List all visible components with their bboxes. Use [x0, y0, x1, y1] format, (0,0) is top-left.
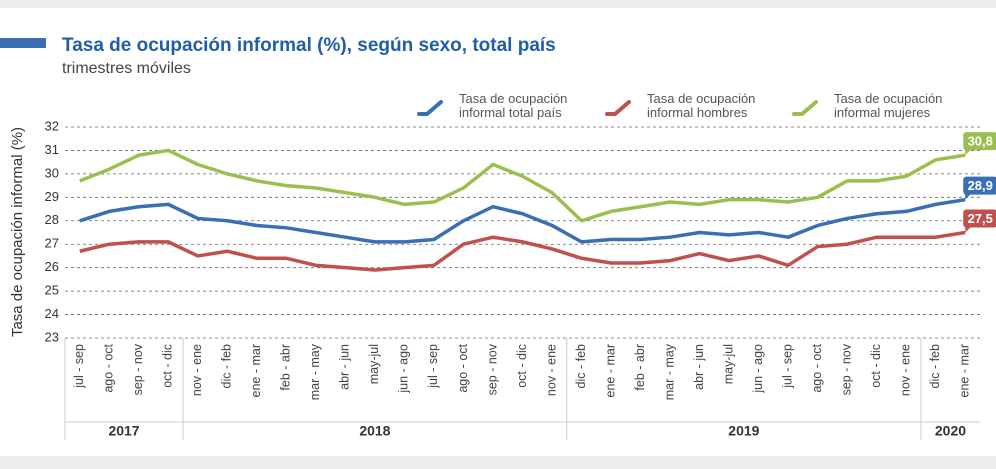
value-label-pointer: [965, 226, 972, 233]
year-label: 2017: [108, 423, 139, 439]
x-tick-label: sep - nov: [485, 343, 499, 395]
y-tick-label: 25: [45, 283, 59, 298]
x-tick-label: jul - sep: [426, 344, 440, 389]
series-line: [79, 148, 966, 223]
legend-icon: [417, 100, 443, 116]
x-tick-label: jul - sep: [72, 344, 86, 389]
value-label: 28,9: [968, 178, 993, 193]
x-tick-label: mar - may: [308, 343, 322, 400]
value-label-box: [963, 132, 996, 151]
legend-label: Tasa de ocupación informal total país: [459, 91, 568, 120]
panel: [0, 8, 996, 456]
legend-item: Tasa de ocupación informal total país: [415, 92, 609, 120]
x-tick-label: ene - mar: [958, 344, 972, 398]
legend-swatch: [792, 100, 818, 116]
x-tick-label: oct - dic: [515, 344, 529, 388]
value-label-box: [963, 176, 996, 195]
x-tick-label: nov - ene: [544, 344, 558, 396]
legend-swatch: [605, 100, 631, 116]
series-line: [79, 197, 966, 244]
x-tick-label: nov - ene: [899, 344, 913, 396]
value-label-pointer: [965, 149, 972, 156]
value-label: 27,5: [968, 211, 993, 226]
year-label: 2019: [728, 423, 759, 439]
x-tick-label: feb - abr: [279, 344, 293, 391]
y-tick-label: 29: [45, 189, 59, 204]
x-tick-label: sep - nov: [839, 343, 853, 395]
x-tick-label: nov - ene: [190, 344, 204, 396]
x-tick-label: dic - feb: [220, 344, 234, 389]
x-tick-label: abr - jun: [338, 344, 352, 390]
chart-title: Tasa de ocupación informal (%), según se…: [62, 35, 556, 56]
x-tick-label: jul - sep: [780, 344, 794, 389]
legend-item: Tasa de ocupación informal mujeres: [790, 92, 984, 120]
legend-swatch: [417, 100, 443, 116]
legend-label: Tasa de ocupación informal hombres: [647, 91, 756, 120]
value-label: 30,8: [968, 134, 993, 149]
y-tick-label: 26: [45, 259, 59, 274]
y-axis-label: Tasa de ocupación informal (%): [9, 127, 26, 337]
x-tick-label: jun - ago: [397, 344, 411, 394]
x-tick-label: ago - oct: [102, 343, 116, 392]
y-tick-label: 24: [45, 306, 59, 321]
x-tick-label: dic - feb: [574, 344, 588, 389]
y-tick-label: 27: [45, 236, 59, 251]
x-tick-label: may-jul: [721, 344, 735, 384]
x-tick-label: oct - dic: [161, 344, 175, 388]
x-tick-label: ene - mar: [603, 344, 617, 398]
legend-label: Tasa de ocupación informal mujeres: [834, 91, 943, 120]
value-label-box: [963, 209, 996, 228]
legend-icon: [605, 100, 631, 116]
x-tick-label: may-jul: [367, 344, 381, 384]
legend-item: Tasa de ocupación informal hombres: [603, 92, 797, 120]
year-label: 2020: [935, 423, 966, 439]
chart-subtitle: trimestres móviles: [62, 60, 191, 77]
x-tick-label: sep - nov: [131, 343, 145, 395]
title-accent: [0, 38, 46, 48]
legend-icon: [792, 100, 818, 116]
x-tick-label: feb - abr: [633, 344, 647, 391]
value-label-pointer: [965, 193, 972, 200]
year-label: 2018: [359, 423, 390, 439]
y-tick-label: 32: [45, 118, 59, 133]
y-tick-label: 28: [45, 212, 59, 227]
y-tick-label: 30: [45, 165, 59, 180]
series-line: [79, 230, 966, 272]
x-tick-label: ago - oct: [456, 343, 470, 392]
x-tick-label: ene - mar: [249, 344, 263, 398]
x-tick-label: dic - feb: [928, 344, 942, 389]
y-tick-label: 31: [45, 142, 59, 157]
x-tick-label: abr - jun: [692, 344, 706, 390]
x-tick-label: jun - ago: [751, 344, 765, 394]
x-tick-label: ago - oct: [810, 343, 824, 392]
x-tick-label: mar - may: [662, 343, 676, 400]
y-tick-label: 23: [45, 329, 59, 344]
x-tick-label: oct - dic: [869, 344, 883, 388]
